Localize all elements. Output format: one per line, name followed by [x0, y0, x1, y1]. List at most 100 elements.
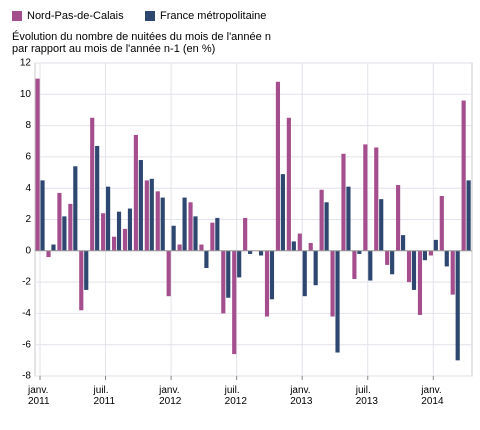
y-tick-label: 10 [20, 89, 32, 100]
bar [188, 202, 193, 251]
bar [406, 250, 412, 283]
bar [363, 144, 368, 251]
bar [439, 196, 444, 251]
bar [122, 228, 128, 251]
bar [243, 217, 248, 251]
bar [330, 250, 335, 317]
bar [95, 145, 100, 251]
legend-item: France métropolitaine [145, 10, 266, 22]
bar [166, 250, 171, 297]
bar [297, 233, 302, 251]
bar [51, 244, 56, 251]
chart-title: Évolution du nombre de nuitées du mois d… [12, 31, 271, 55]
bar [177, 244, 182, 251]
bar [221, 250, 226, 314]
bar [374, 147, 379, 251]
bar [275, 81, 281, 251]
bar [379, 199, 384, 251]
bar [84, 250, 89, 290]
bar [46, 250, 51, 258]
bar [106, 186, 111, 251]
bar [144, 180, 149, 251]
bar [204, 250, 209, 269]
bar [396, 185, 401, 251]
bar [400, 235, 406, 251]
bar [149, 178, 154, 251]
bar [127, 208, 133, 251]
bar [461, 100, 466, 251]
bar [352, 250, 357, 279]
bar [357, 250, 362, 254]
bar [286, 117, 291, 251]
y-tick-label: -6 [22, 339, 31, 350]
bar [258, 250, 264, 256]
bar [390, 250, 395, 275]
bar [417, 250, 423, 315]
bar [133, 134, 138, 251]
y-tick-label: -4 [22, 308, 31, 319]
bar [237, 250, 242, 278]
bar [171, 225, 176, 251]
bar [341, 153, 346, 251]
x-tick-label: juil. 2012 [224, 385, 247, 407]
bar [444, 250, 449, 267]
bar [73, 166, 78, 251]
bar [346, 186, 351, 251]
bar [308, 242, 313, 251]
bar [90, 117, 95, 251]
y-tick-label: -2 [22, 277, 31, 288]
bar [232, 250, 237, 355]
x-tick-label: janv. 2011 [28, 385, 50, 407]
bar [319, 189, 324, 251]
bar [385, 250, 390, 265]
legend-swatch [145, 11, 155, 21]
bar [433, 239, 438, 251]
bar [210, 222, 215, 251]
legend-label: Nord-Pas-de-Calais [27, 10, 124, 22]
bar [280, 174, 285, 251]
bar [101, 213, 106, 251]
bar [313, 250, 318, 286]
bar [62, 216, 67, 251]
y-tick-label: 0 [25, 245, 31, 256]
bar [79, 250, 84, 311]
bar [335, 250, 340, 353]
bar [57, 192, 62, 251]
bar [111, 236, 117, 251]
bar [226, 250, 231, 298]
bar [264, 250, 270, 317]
bar [68, 203, 73, 251]
bar [428, 250, 433, 256]
bar [455, 250, 460, 361]
bar [450, 250, 455, 295]
bar [160, 197, 165, 251]
legend-swatch [12, 11, 22, 21]
y-tick-label: 8 [25, 120, 31, 131]
bar [155, 191, 160, 251]
x-tick-label: juil. 2013 [355, 385, 378, 407]
x-tick-label: janv. 2014 [421, 385, 444, 407]
bar [35, 78, 40, 251]
bar [182, 197, 187, 251]
bar [269, 250, 275, 300]
bar [40, 180, 45, 251]
y-tick-label: 6 [25, 152, 31, 163]
legend-item: Nord-Pas-de-Calais [12, 10, 124, 22]
y-tick-label: 4 [25, 183, 31, 194]
y-tick-label: 2 [25, 214, 31, 225]
bar [193, 216, 198, 251]
bar [302, 250, 307, 297]
legend-label: France métropolitaine [160, 10, 267, 22]
bar [138, 160, 143, 251]
x-tick-label: janv. 2013 [290, 385, 313, 407]
bar [324, 202, 329, 251]
bar [291, 241, 296, 251]
bar [466, 180, 471, 251]
bar [422, 250, 427, 261]
bar [411, 250, 417, 290]
y-tick-label: -8 [22, 371, 31, 382]
bar [368, 250, 373, 281]
bar [215, 217, 220, 251]
